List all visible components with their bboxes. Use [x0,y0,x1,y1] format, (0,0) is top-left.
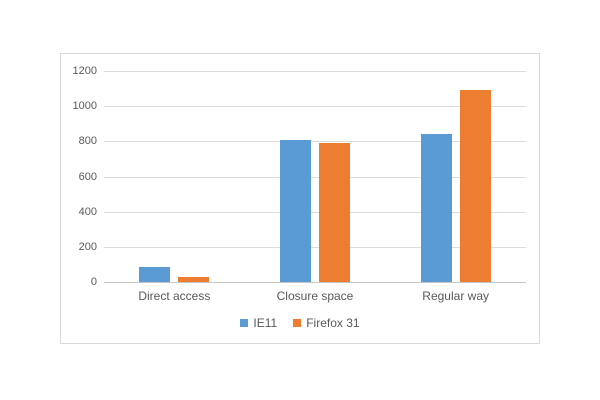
y-tick-label: 400 [78,205,97,218]
bar-firefox-31 [178,276,210,282]
legend-label: IE11 [253,316,278,330]
legend-swatch-icon [293,319,302,327]
gridline [104,211,526,213]
chart-frame: 0 200 400 600 800 1000 1200 Direct access Closu… [60,53,540,344]
bar-ie11 [420,134,452,282]
gridline [104,106,526,108]
bar-firefox-31 [319,143,350,282]
gridline [104,176,526,178]
gridline [104,141,526,143]
category-label: Direct access [138,289,211,303]
y-tick-label: 800 [78,135,97,148]
legend-swatch-icon [240,319,249,327]
gridline [104,246,526,248]
legend-item-firefox-31: Firefox 31 [293,316,360,330]
y-tick-label: 200 [78,240,97,253]
bar-firefox-31 [459,90,491,282]
gridline [104,71,526,72]
y-tick-label: 0 [90,276,97,288]
category-label: Regular way [422,289,489,303]
legend-label: Firefox 31 [306,316,360,330]
y-tick-label: 600 [78,170,97,183]
y-tick-label: 1200 [72,65,97,77]
legend: IE11 Firefox 31 [61,317,539,329]
y-tick-label: 1000 [72,100,97,113]
bar-ie11 [139,267,171,282]
category-label: Closure space [276,289,354,303]
bar-ie11 [280,140,311,282]
x-axis-line [104,282,526,283]
legend-item-ie11: IE11 [240,317,277,329]
